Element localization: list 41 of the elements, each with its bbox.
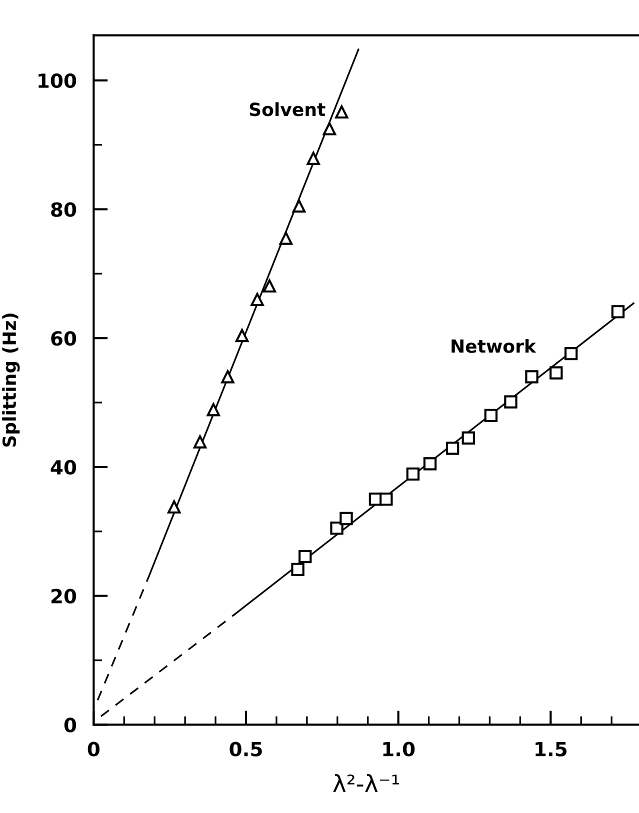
point xyxy=(462,431,475,445)
y-tick-label: 100 xyxy=(38,73,76,88)
y-tick-label: 0 xyxy=(64,718,76,732)
series-label: Network xyxy=(452,338,536,353)
point xyxy=(291,562,304,576)
point xyxy=(221,370,234,384)
x-axis-title: λ²-λ⁻¹ xyxy=(333,774,399,792)
y-tick-label: 60 xyxy=(51,331,76,346)
point xyxy=(298,550,312,564)
point xyxy=(550,366,563,380)
point xyxy=(206,403,220,416)
point xyxy=(564,346,578,360)
y-tick-label: 20 xyxy=(51,588,76,604)
point xyxy=(335,105,348,119)
point xyxy=(380,492,393,506)
point xyxy=(193,435,207,448)
point xyxy=(446,442,460,455)
point xyxy=(525,370,538,384)
point xyxy=(322,122,336,136)
x-tick-label: 1.5 xyxy=(536,742,567,756)
point xyxy=(330,522,344,535)
point xyxy=(504,395,518,409)
x-tick-label: 0 xyxy=(88,742,100,756)
point xyxy=(423,457,437,470)
series-label: Solvent xyxy=(250,102,326,116)
y-tick-label: 40 xyxy=(50,460,76,475)
point xyxy=(292,199,306,213)
x-tick-label: 1.0 xyxy=(383,742,415,756)
point xyxy=(406,467,420,481)
point xyxy=(235,328,249,342)
point xyxy=(340,512,353,526)
point xyxy=(262,279,276,293)
y-axis-title: Splitting (Hz) xyxy=(2,314,20,447)
point xyxy=(611,305,625,318)
point xyxy=(279,232,293,245)
point xyxy=(306,152,320,165)
point xyxy=(168,500,181,514)
y-tick-label: 80 xyxy=(51,202,76,217)
x-tick-label: 0.5 xyxy=(230,742,262,756)
point xyxy=(484,408,498,422)
point xyxy=(250,292,264,306)
